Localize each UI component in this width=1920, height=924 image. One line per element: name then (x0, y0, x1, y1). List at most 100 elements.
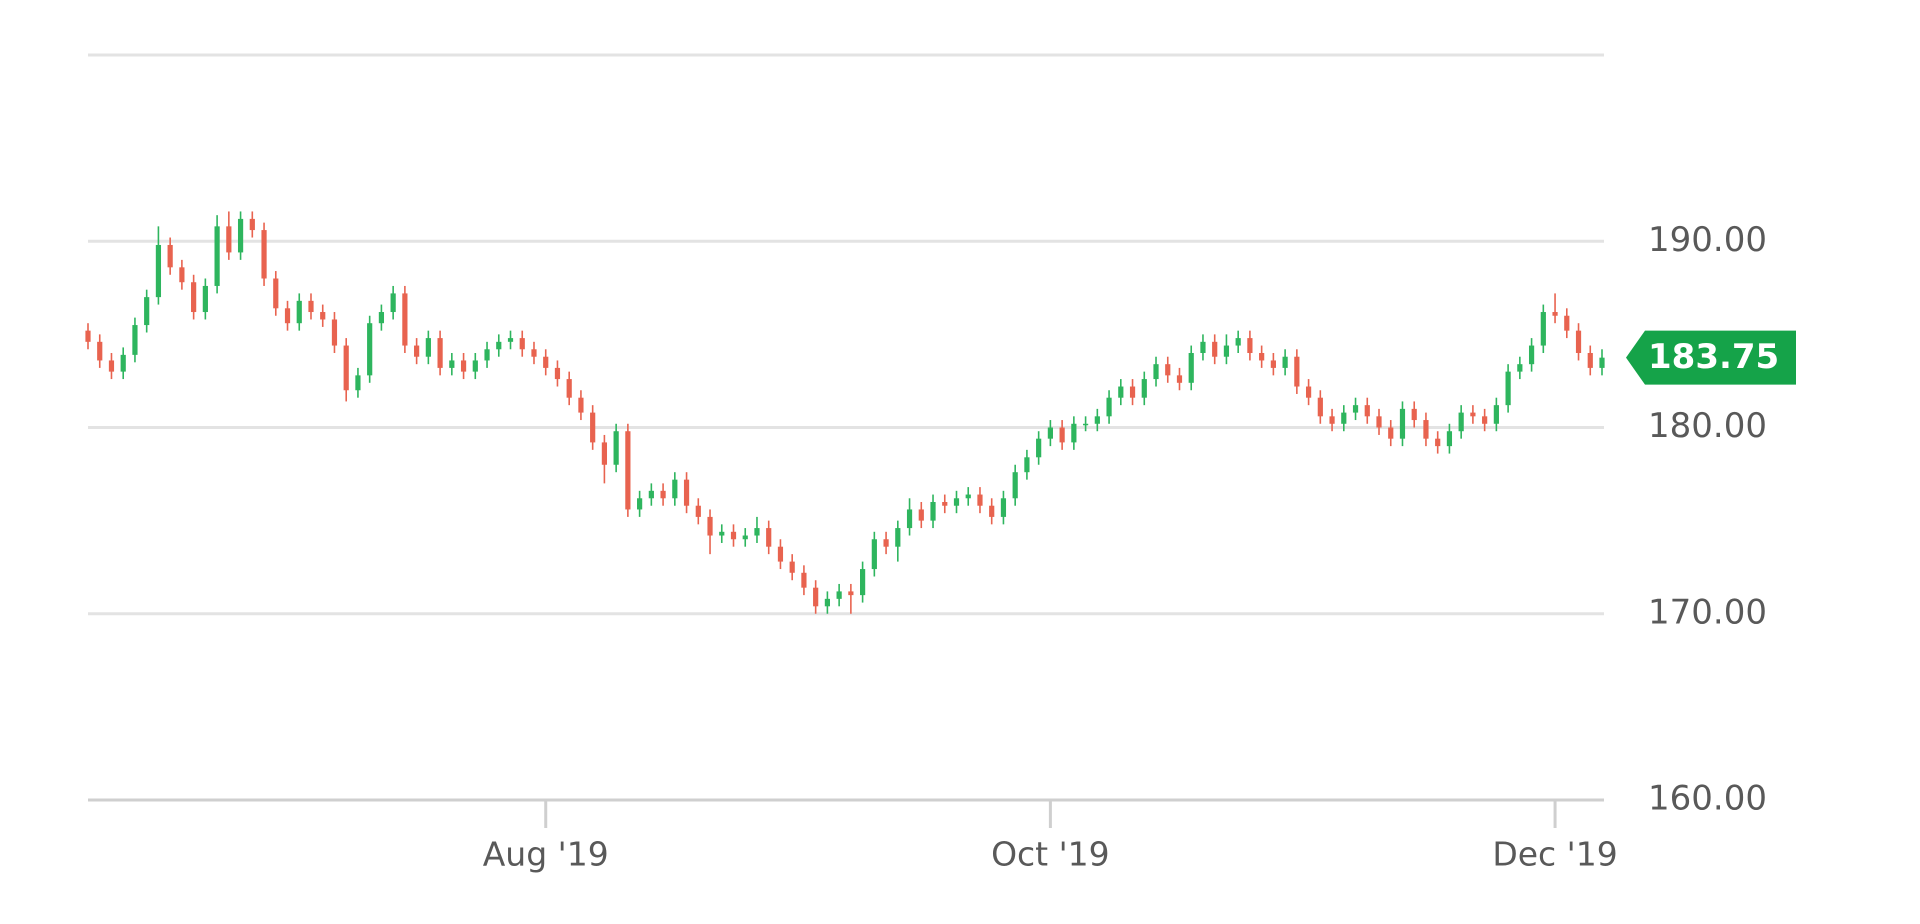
candle-body (214, 226, 220, 286)
candle-body (1223, 345, 1230, 357)
candle-body (871, 539, 877, 570)
candle-body (249, 218, 255, 231)
last-price-label: 183.75 (1648, 337, 1779, 377)
candle-body (331, 319, 338, 346)
candle-body (742, 535, 748, 540)
candle-body (261, 230, 267, 279)
candle-body (1012, 472, 1018, 499)
candle-body (1575, 330, 1582, 353)
candle-body (1587, 353, 1593, 368)
candle-body (906, 509, 913, 529)
candle-body (484, 349, 490, 361)
candle-body (836, 591, 842, 599)
candle-body (1000, 498, 1007, 517)
candle-body (1270, 360, 1276, 368)
candle-body (860, 569, 866, 596)
candle-body (355, 375, 361, 391)
candle-body (425, 338, 431, 357)
candle-body (120, 354, 126, 372)
candle-body (1212, 341, 1218, 357)
candle-body (824, 598, 830, 607)
candle-body (719, 531, 725, 536)
candle-body (965, 494, 971, 499)
candle-body (1129, 386, 1136, 398)
candle-body (730, 531, 737, 540)
last-price-tag (1626, 330, 1796, 385)
candle-body (813, 587, 819, 607)
candle-body (1399, 408, 1406, 439)
candle-body (707, 516, 713, 536)
candle-body (531, 349, 537, 357)
candle-body (1059, 427, 1065, 443)
candle-body (918, 509, 924, 521)
y-tick-label: 160.00 (1648, 779, 1767, 819)
candle-body (895, 528, 901, 547)
candle-body (1411, 408, 1417, 421)
candle-body (226, 226, 232, 253)
candle-body (989, 505, 995, 517)
candle-body (97, 341, 103, 361)
candle-body (930, 502, 936, 521)
candle-body (390, 293, 396, 313)
candle-body (1082, 423, 1089, 426)
candle-body (1482, 416, 1488, 424)
candle-body (308, 300, 314, 313)
candle-body (1176, 375, 1183, 383)
candle-body (1493, 405, 1499, 424)
candle-body (179, 267, 185, 283)
candle-body (1153, 364, 1159, 380)
candle-body (848, 591, 854, 596)
candle-body (1329, 416, 1335, 424)
candle-body (1470, 412, 1476, 417)
candle-body (683, 479, 690, 506)
x-tick-label: Oct '19 (991, 835, 1110, 874)
candle-body (554, 367, 561, 380)
candle-body (273, 278, 279, 309)
candle-body (1552, 312, 1558, 316)
candle-body (1517, 364, 1523, 372)
candle-body (1141, 379, 1147, 398)
candle-body (1505, 371, 1511, 406)
candle-body (601, 442, 608, 465)
x-tick-label: Aug '19 (483, 835, 609, 874)
candle-body (672, 479, 678, 499)
candle-body (660, 490, 666, 499)
candle-body (1024, 457, 1030, 473)
candle-body (1294, 356, 1300, 387)
candle-body (1540, 312, 1546, 346)
candle-body (942, 502, 948, 506)
y-tick-label: 190.00 (1648, 220, 1767, 260)
candle-body (108, 360, 115, 372)
candle-body (1047, 427, 1053, 439)
candle-body (85, 330, 91, 342)
candle-body (367, 323, 373, 376)
x-tick-label: Dec '19 (1492, 835, 1617, 874)
candle-body (1423, 420, 1429, 439)
candle-body (144, 297, 150, 326)
candle-body (1305, 386, 1312, 398)
candle-body (1446, 431, 1453, 447)
candle-body (320, 312, 326, 320)
candle-body (1200, 341, 1206, 353)
candle-body (777, 546, 784, 562)
candle-body (1364, 405, 1370, 417)
candle-body (1071, 423, 1077, 443)
candle-body (977, 494, 983, 506)
candle-body (1599, 357, 1605, 368)
candle-body (1388, 427, 1394, 439)
candle-body (402, 293, 408, 346)
candle-body (754, 528, 760, 536)
candle-body (155, 244, 162, 298)
candle-body (766, 528, 772, 547)
candle-body (1317, 397, 1323, 417)
candle-body (1352, 405, 1359, 413)
candle-body (1458, 412, 1464, 432)
candle-body (1564, 315, 1570, 331)
candle-body (1282, 356, 1288, 368)
candle-body (378, 312, 385, 324)
candle-body (414, 345, 420, 357)
candle-body (1106, 397, 1112, 417)
candle-body (578, 397, 584, 413)
candle-body (202, 285, 208, 313)
